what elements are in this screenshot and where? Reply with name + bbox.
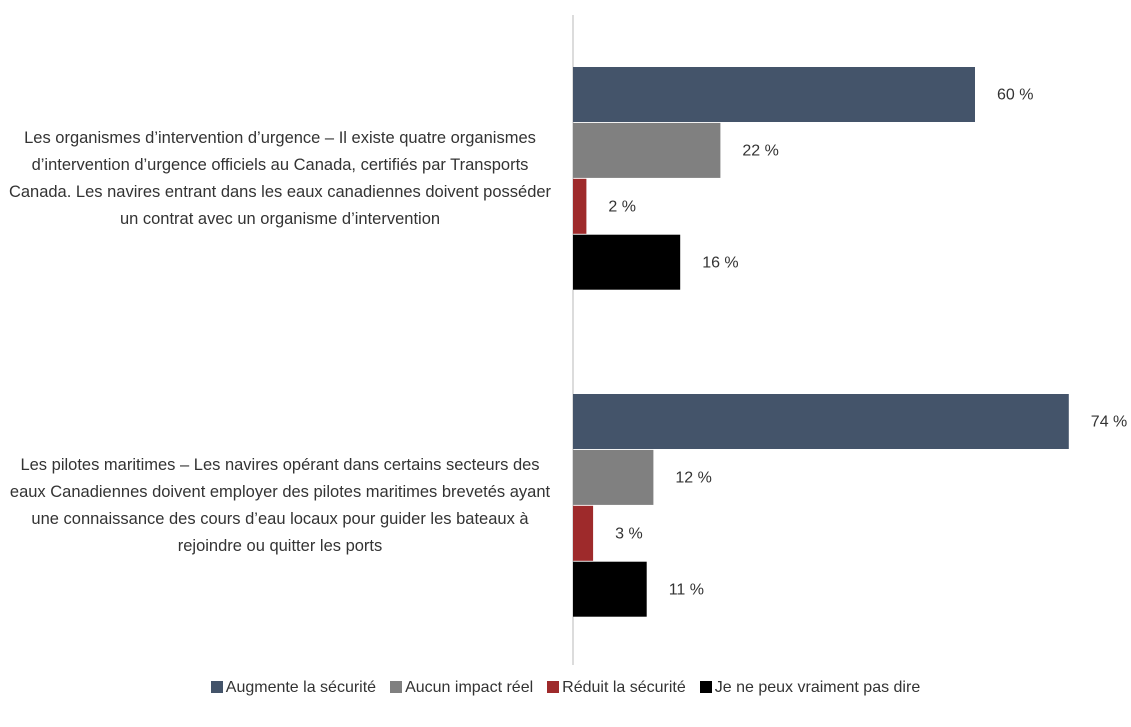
bar bbox=[573, 449, 654, 505]
value-label: 12 % bbox=[675, 470, 711, 487]
legend-label: Réduit la sécurité bbox=[562, 679, 686, 696]
value-label: 60 % bbox=[997, 87, 1033, 104]
legend-item: Je ne peux vraiment pas dire bbox=[699, 679, 921, 697]
legend-item: Aucun impact réel bbox=[390, 679, 533, 697]
value-label: 3 % bbox=[615, 526, 643, 543]
bar bbox=[573, 67, 975, 122]
bar bbox=[573, 234, 681, 290]
value-label: 74 % bbox=[1091, 414, 1127, 431]
bar bbox=[573, 561, 647, 617]
legend-label: Augmente la sécurité bbox=[225, 679, 377, 696]
legend-swatch bbox=[547, 681, 560, 693]
bar bbox=[573, 178, 587, 234]
legend-label: Aucun impact réel bbox=[405, 679, 534, 696]
legend: Augmente la sécurité Aucun impact réel Réd… bbox=[0, 679, 1131, 697]
category-label: Les pilotes maritimes – Les navires opér… bbox=[9, 455, 551, 555]
legend-item: Augmente la sécurité bbox=[210, 679, 377, 697]
value-label: 2 % bbox=[608, 199, 636, 216]
bar bbox=[573, 394, 1069, 449]
bar bbox=[573, 122, 721, 178]
category-label: Les organismes d’intervention d’urgence … bbox=[8, 128, 552, 228]
value-label: 22 % bbox=[742, 143, 778, 160]
legend-swatch bbox=[390, 681, 403, 693]
legend-swatch bbox=[699, 681, 712, 693]
legend-item: Réduit la sécurité bbox=[547, 679, 686, 697]
legend-swatch bbox=[210, 681, 223, 693]
value-label: 11 % bbox=[669, 581, 704, 598]
legend-label: Je ne peux vraiment pas dire bbox=[714, 679, 921, 696]
bar bbox=[573, 505, 594, 561]
value-label: 16 % bbox=[702, 254, 738, 271]
